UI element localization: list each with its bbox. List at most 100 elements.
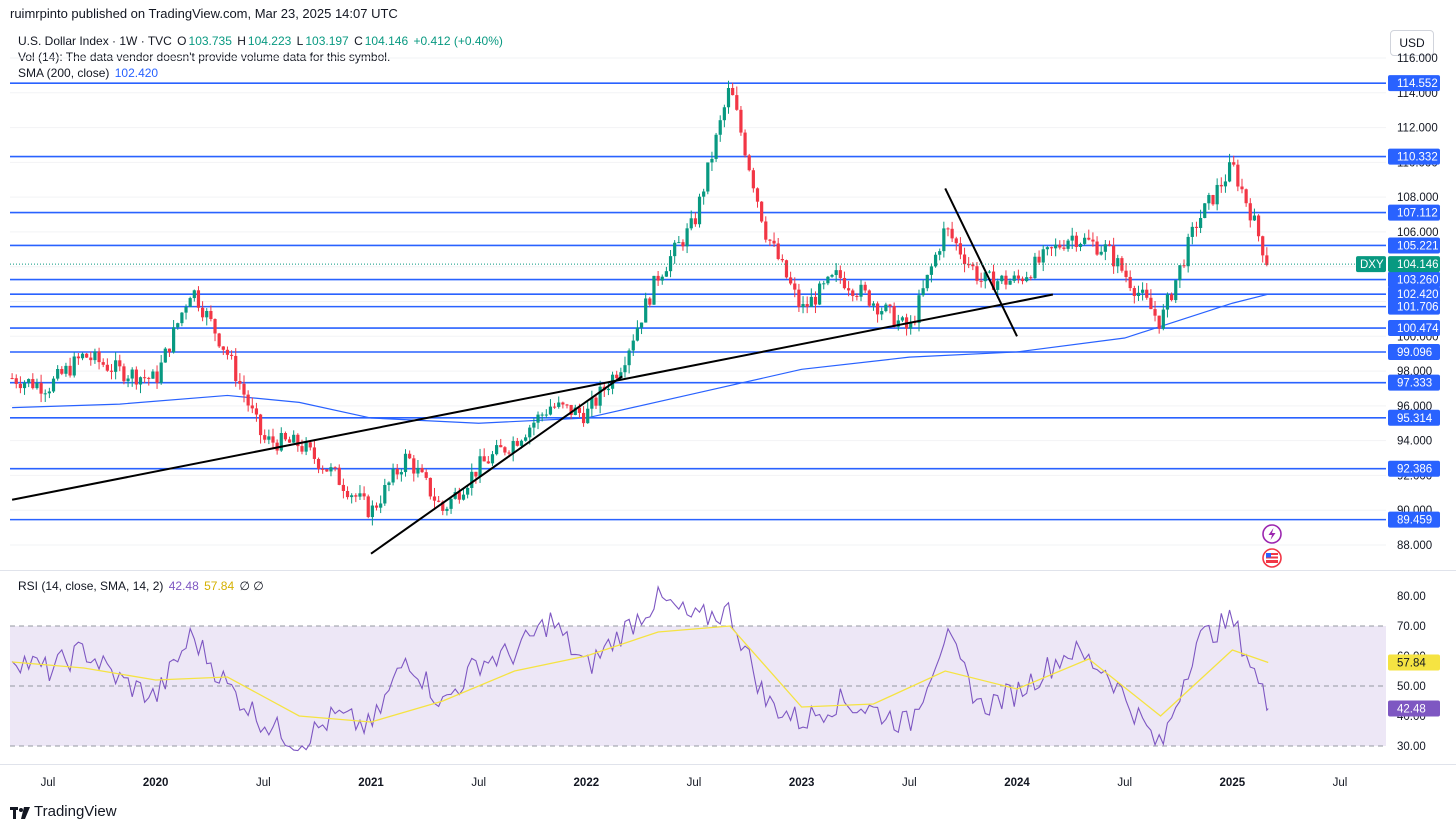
candle-body [72,356,76,376]
rsi-sma-legend-value: 57.84 [204,579,235,593]
publisher-caption: ruimrpinto published on TradingView.com,… [10,6,398,21]
candle-body [1045,247,1049,250]
candle-body [159,362,163,383]
horizontal-levels [10,82,1386,521]
candle-body [31,379,35,389]
candle-body [499,445,503,448]
candle-body [615,374,619,379]
candle-body [830,275,834,277]
candle-body [801,304,805,307]
candle-body [56,369,60,379]
candle-body [1136,292,1141,296]
candle-body [333,467,337,469]
candle-body [1149,297,1153,310]
candle-body [1070,235,1074,241]
candle-body [93,351,97,361]
candle-body [1037,256,1041,263]
close-label: C [354,34,363,48]
trendline [944,188,1018,337]
candle-body [1141,289,1145,293]
candle-body [14,378,18,384]
open-value: 103.735 [188,34,232,48]
candle-body [942,228,946,252]
candle-body [304,442,308,452]
candle-body [1095,241,1099,255]
candle-body [979,280,983,282]
candle-body [482,456,486,462]
level-tag [1388,271,1440,288]
candle-body [664,271,668,277]
candle-body [39,382,43,394]
price-tick-label: 88.000 [1397,540,1432,552]
currency-button[interactable]: USD [1390,30,1434,56]
rsi-sma-tag-label: 57.84 [1397,657,1426,669]
candle-body [1091,239,1095,242]
candle-body [900,317,905,321]
level-tag-label: 114.552 [1397,78,1438,90]
candle-body [726,87,731,108]
candle-body [863,284,867,291]
candle-body [1066,240,1070,249]
candle-body [60,369,64,374]
time-year-label: 2025 [1220,777,1246,789]
candle-body [987,271,991,273]
candle-body [1198,218,1203,228]
candle-body [822,283,826,285]
lightning-event-icon[interactable] [1262,524,1282,544]
candle-body [366,496,370,518]
candle-body [735,95,739,110]
level-tag [1388,148,1440,165]
candle-body [283,432,288,440]
candle-body [1178,265,1182,281]
low-label: L [296,34,304,48]
price-tick-label: 108.000 [1397,192,1439,204]
candle-body [540,414,544,416]
candle-body [1219,184,1223,187]
rsi-tick-label: 70.00 [1397,621,1426,633]
candle-body [813,296,818,305]
candle-body [399,472,403,475]
candle-body [896,320,900,327]
candle-body [109,370,114,372]
us-flag-event-icon[interactable] [1262,548,1282,568]
candle-body [126,378,130,382]
candle-body [337,467,341,485]
trendline [370,375,623,555]
level-tag [1388,374,1440,391]
candle-body [200,307,205,318]
candle-body [1153,309,1157,316]
candle-body [983,272,987,282]
candle-body [755,188,760,202]
level-tag-label: 101.706 [1397,302,1439,314]
candle-body [354,495,358,497]
candle-body [888,304,892,307]
candle-body [1194,226,1199,228]
candle-body [739,109,743,133]
candle-body [1112,245,1116,267]
candle-body [308,442,312,448]
candle-body [225,349,230,355]
candle-body [1025,277,1029,282]
candle-body [279,432,283,451]
candle-body [457,492,461,500]
candle-body [689,218,693,229]
candle-body [196,290,201,308]
candle-body [143,377,147,379]
candle-body [362,493,366,497]
candle-body [192,290,196,299]
high-value: 104.223 [247,34,292,48]
candle-body [867,290,871,306]
candle-body [805,304,809,307]
candle-body [1186,236,1190,267]
candle-body [532,422,536,428]
candle-body [590,397,594,409]
candle-body [656,275,660,281]
candle-body [660,276,664,281]
candle-body [797,289,801,307]
candle-body [10,378,14,380]
candle-body [258,414,263,436]
tradingview-logo[interactable]: TradingView [10,803,117,820]
candle-body [97,351,101,363]
candle-body [163,348,167,363]
